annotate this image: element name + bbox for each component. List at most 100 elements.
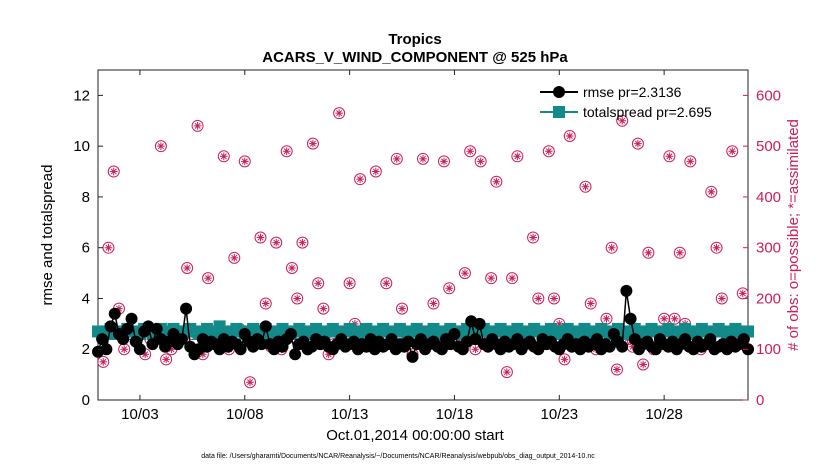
obs-point (191, 119, 204, 132)
obs-point (181, 262, 194, 274)
obs-assimilated-marker (550, 294, 558, 303)
y2-tick-label: 300 (756, 240, 781, 257)
obs-point (296, 236, 309, 249)
obs-point (736, 287, 749, 300)
y2-tick-label: 500 (756, 138, 781, 155)
obs-possible-marker (396, 302, 409, 315)
obs-possible-marker (427, 297, 440, 310)
obs-point (317, 302, 330, 315)
obs-assimilated-marker (282, 147, 291, 156)
rmse-point (284, 328, 297, 340)
obs-assimilated-marker (492, 177, 501, 186)
obs-possible-marker (542, 145, 555, 158)
obs-point (443, 282, 456, 295)
obs-possible-marker (354, 173, 367, 186)
obs-possible-marker (563, 130, 576, 142)
obs-possible-marker (306, 137, 319, 150)
obs-point (244, 376, 257, 389)
obs-point (663, 150, 676, 163)
obs-possible-marker (458, 267, 471, 280)
obs-assimilated-marker (261, 299, 270, 308)
obs-assimilated-marker (220, 152, 228, 161)
obs-possible-marker (584, 297, 597, 310)
obs-assimilated-marker (319, 304, 328, 313)
obs-possible-marker (668, 312, 681, 325)
rmse-point (234, 343, 247, 356)
y-tick-label: 2 (82, 341, 90, 358)
obs-point (291, 292, 304, 305)
obs-assimilated-marker (167, 345, 176, 354)
legend: rmse pr=2.3136 totalspread pr=2.695 (540, 84, 712, 120)
obs-assimilated-marker (157, 142, 165, 150)
obs-possible-marker (605, 241, 618, 254)
obs-possible-marker (312, 277, 325, 290)
obs-assimilated-marker (398, 304, 406, 313)
obs-possible-marker (726, 145, 739, 158)
obs-possible-marker (417, 152, 429, 165)
obs-possible-marker (642, 246, 655, 259)
obs-point (458, 267, 471, 280)
obs-point (631, 137, 644, 150)
obs-point (642, 246, 655, 259)
obs-assimilated-marker (288, 264, 296, 272)
obs-possible-marker (296, 236, 309, 249)
rmse-point (624, 312, 637, 325)
y2-tick-label: 200 (756, 290, 781, 307)
obs-possible-marker (333, 107, 346, 120)
obs-point (584, 297, 597, 310)
obs-possible-marker (369, 165, 382, 178)
obs-assimilated-marker (382, 279, 391, 288)
rmse-point (175, 333, 188, 346)
obs-assimilated-marker (639, 360, 647, 369)
obs-possible-marker (107, 165, 120, 178)
obs-assimilated-marker (707, 188, 716, 196)
obs-point (610, 363, 623, 376)
obs-assimilated-marker (240, 157, 249, 166)
obs-point (710, 241, 723, 254)
obs-point (726, 145, 739, 158)
obs-assimilated-marker (513, 152, 522, 161)
obs-point (280, 145, 293, 158)
obs-point (396, 302, 409, 315)
obs-point (437, 155, 450, 168)
rmse-point (259, 320, 272, 333)
obs-possible-marker (511, 150, 524, 163)
obs-point (254, 231, 267, 244)
obs-possible-marker (610, 363, 623, 376)
obs-assimilated-marker (628, 342, 637, 351)
obs-point (637, 358, 650, 371)
obs-point (474, 155, 487, 168)
rmse-point (108, 307, 121, 320)
obs-assimilated-marker (120, 345, 129, 354)
y-tick-label: 12 (73, 87, 90, 104)
obs-possible-marker (317, 302, 330, 315)
obs-point (532, 292, 545, 305)
rmse-point (620, 284, 633, 297)
chart-subtitle: ACARS_V_WIND_COMPONENT @ 525 hPa (262, 49, 568, 66)
rmse-point (180, 302, 193, 315)
obs-point (542, 145, 555, 158)
obs-possible-marker (390, 152, 403, 165)
obs-assimilated-marker (293, 294, 301, 303)
obs-assimilated-marker (487, 274, 495, 282)
y-axis-label: rmse and totalspread (39, 165, 56, 306)
obs-point (579, 180, 592, 193)
rmse-point (406, 350, 419, 363)
obs-possible-marker (280, 145, 293, 158)
obs-assimilated-marker (728, 147, 737, 156)
obs-possible-marker (474, 155, 487, 168)
obs-possible-marker (527, 231, 540, 244)
rmse-point (616, 340, 629, 353)
obs-assimilated-marker (670, 314, 679, 323)
obs-possible-marker (217, 150, 230, 163)
obs-assimilated-marker (199, 350, 207, 359)
obs-point (217, 150, 230, 163)
y-tick-label: 4 (82, 290, 90, 307)
obs-possible-marker (244, 376, 257, 389)
rmse-point (255, 338, 268, 351)
obs-possible-marker (443, 282, 456, 295)
legend-spread-marker (553, 106, 565, 118)
obs-point (527, 231, 540, 244)
obs-point (369, 165, 382, 178)
